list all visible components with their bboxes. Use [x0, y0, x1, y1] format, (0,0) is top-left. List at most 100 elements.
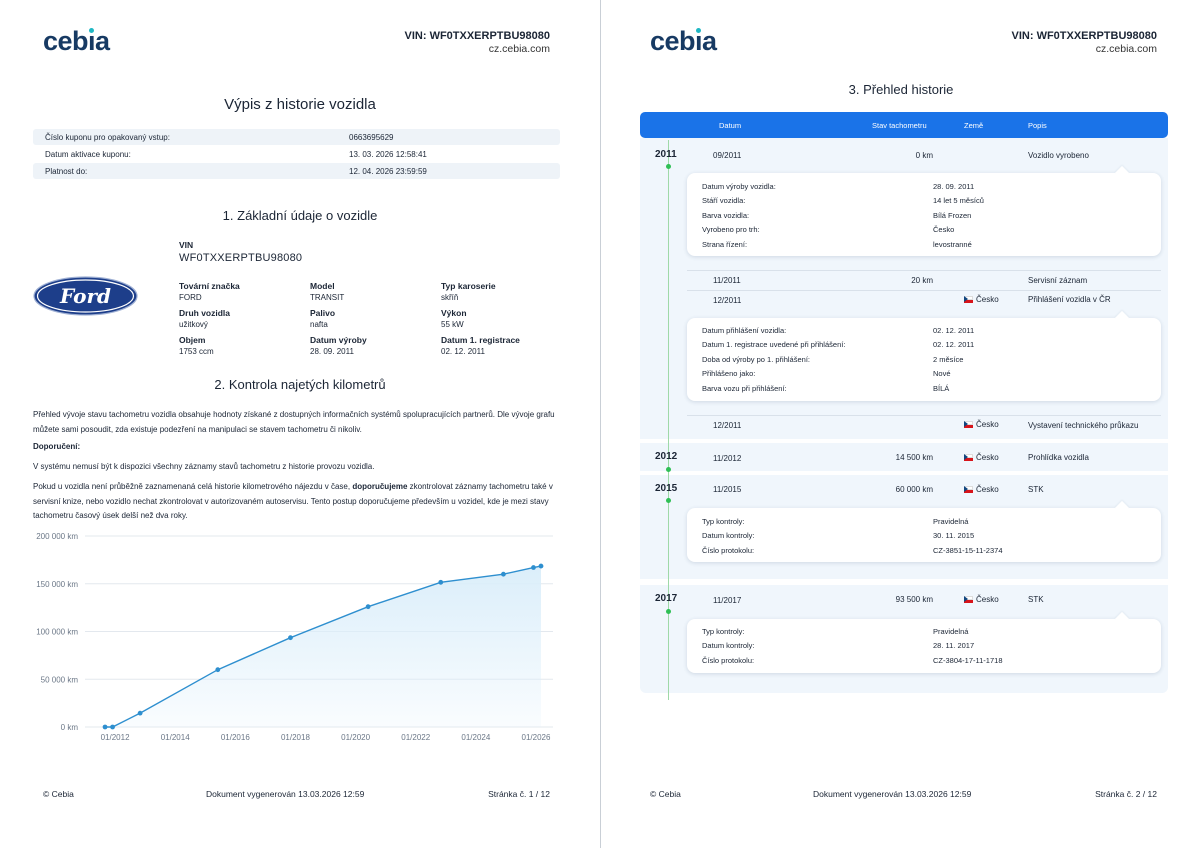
- detail-label: Přihlášeno jako:: [702, 369, 756, 378]
- page-title: Výpis z historie vozidla: [224, 96, 376, 113]
- coupon-row: Platnost do: 12. 04. 2026 23:59:59: [33, 163, 560, 179]
- row-date: 11/2017: [713, 596, 742, 605]
- recommendation-label: Doporučení:: [33, 442, 81, 451]
- row-country: Česko: [976, 485, 999, 494]
- row-odometer: 20 km: [911, 276, 933, 285]
- detail-label: Datum kontroly:: [702, 531, 755, 540]
- year-label: 2015: [655, 483, 678, 494]
- chart-point[interactable]: [531, 565, 536, 570]
- chart-point[interactable]: [288, 635, 293, 641]
- chart-point[interactable]: [538, 563, 544, 569]
- chart-point[interactable]: [365, 604, 371, 610]
- row-country: Česko: [976, 595, 999, 604]
- header-site-link[interactable]: cz.cebia.com: [488, 43, 550, 55]
- chart-point[interactable]: [501, 571, 506, 577]
- row-date: 12/2011: [713, 296, 742, 305]
- report-page-1: cebıa VIN: WF0TXXERPTBU98080 cz.cebia.co…: [0, 0, 600, 848]
- column-odometer: Stav tachometru: [872, 121, 927, 130]
- spec-label: Tovární značka: [179, 281, 240, 291]
- czech-flag-icon: [964, 596, 973, 603]
- year-block-2012: [640, 443, 1168, 471]
- detail-value: 14 let 5 měsíců: [933, 196, 984, 205]
- detail-value: 02. 12. 2011: [933, 340, 975, 349]
- row-country: Česko: [976, 295, 999, 304]
- czech-flag-icon: [964, 421, 973, 428]
- detail-card-production: Datum výroby vozidla: 28. 09. 2011 Stáří…: [687, 173, 1161, 256]
- spec-label: Typ karoserie: [441, 281, 496, 291]
- spec-value: 1753 ccm: [179, 347, 214, 356]
- row-date: 11/2012: [713, 454, 742, 463]
- x-tick-label: 01/2016: [221, 733, 250, 742]
- detail-value: Nové: [933, 369, 951, 378]
- spec-value: 55 kW: [441, 320, 464, 329]
- spec-value: 28. 09. 2011: [310, 347, 354, 356]
- chart-point[interactable]: [215, 667, 221, 673]
- ford-logo-icon: Ford: [33, 276, 138, 316]
- history-table-header: Datum Stav tachometru Země Popis: [640, 112, 1168, 138]
- year-label: 2011: [655, 149, 677, 160]
- section-title-basic-info: 1. Základní údaje o vozidle: [222, 208, 378, 223]
- detail-value: CZ-3804-17-11-1718: [933, 656, 1003, 665]
- header-site-link[interactable]: cz.cebia.com: [1095, 43, 1157, 55]
- detail-label: Strana řízení:: [702, 240, 748, 249]
- odometer-intro-text: Přehled vývoje stavu tachometru vozidla …: [33, 410, 555, 434]
- spec-label: Datum výroby: [310, 335, 367, 345]
- x-tick-label: 01/2012: [101, 733, 130, 742]
- coupon-label: Datum aktivace kuponu:: [45, 150, 131, 159]
- detail-value: CZ-3851-15-11-2374: [933, 546, 1003, 555]
- spec-item: Palivo nafta: [310, 308, 335, 329]
- detail-card-registration: Datum přihlášení vozidla: 02. 12. 2011 D…: [687, 318, 1161, 401]
- spec-label: Datum 1. registrace: [441, 335, 520, 345]
- x-tick-label: 01/2022: [401, 733, 430, 742]
- row-date: 09/2011: [713, 151, 742, 160]
- czech-flag-icon: [964, 486, 973, 493]
- detail-label: Stáří vozidla:: [702, 196, 746, 205]
- spec-item: Tovární značka FORD: [179, 281, 240, 302]
- spec-item: Objem 1753 ccm: [179, 335, 214, 356]
- detail-label: Datum výroby vozidla:: [702, 182, 776, 191]
- y-tick-label: 150 000 km: [36, 580, 78, 589]
- year-label: 2012: [655, 451, 678, 462]
- detail-label: Číslo protokolu:: [702, 546, 755, 555]
- chart-point[interactable]: [438, 579, 444, 585]
- report-page-2: cebıa VIN: WF0TXXERPTBU98080 cz.cebia.co…: [600, 0, 1200, 848]
- row-country: Česko: [976, 420, 999, 429]
- header-vin: VIN: WF0TXXERPTBU98080: [404, 30, 550, 42]
- chart-point[interactable]: [137, 710, 143, 716]
- footer-copyright: © Cebia: [650, 789, 681, 799]
- timeline-dot: [666, 498, 671, 503]
- header-vin: VIN: WF0TXXERPTBU98080: [1011, 30, 1157, 42]
- footer-generated: Dokument vygenerován 13.03.2026 12:59: [206, 789, 365, 799]
- chart-series-line: [105, 565, 542, 728]
- spec-label: Model: [310, 281, 335, 291]
- year-label: 2017: [655, 593, 678, 604]
- cebia-logo: cebıa: [650, 26, 717, 56]
- column-date: Datum: [719, 121, 742, 130]
- czech-flag-icon: [964, 296, 973, 303]
- spec-item: Model TRANSIT: [310, 281, 344, 302]
- spec-item: Výkon 55 kW: [441, 308, 467, 329]
- chart-point[interactable]: [102, 724, 108, 730]
- row-description: Přihlášení vozidla v ČR: [1028, 295, 1111, 304]
- vin-value: WF0TXXERPTBU98080: [179, 252, 303, 264]
- coupon-label: Platnost do:: [45, 167, 88, 176]
- detail-label: Číslo protokolu:: [702, 656, 755, 665]
- row-odometer: 60 000 km: [895, 485, 933, 494]
- spec-item: Datum 1. registrace 02. 12. 2011: [441, 335, 520, 356]
- column-description: Popis: [1028, 121, 1047, 130]
- timeline-dot: [666, 164, 671, 169]
- row-odometer: 0 km: [915, 151, 933, 160]
- detail-label: Barva vozu při přihlášení:: [702, 384, 787, 393]
- row-divider: [687, 270, 1161, 271]
- x-tick-label: 01/2024: [461, 733, 490, 742]
- detail-part-c: zkontrolovat záznamy tachometru také v s…: [33, 482, 553, 520]
- page-header: VIN: WF0TXXERPTBU98080 cz.cebia.com: [405, 30, 550, 55]
- ford-logo-text: Ford: [59, 284, 111, 308]
- detail-label: Datum kontroly:: [702, 641, 755, 650]
- footer-page-number: Stránka č. 2 / 12: [1095, 789, 1157, 799]
- row-description: Prohlídka vozidla: [1028, 453, 1089, 462]
- timeline-line: [668, 140, 669, 700]
- y-tick-label: 200 000 km: [36, 532, 78, 541]
- detail-label: Vyrobeno pro trh:: [702, 225, 760, 234]
- chart-point[interactable]: [110, 724, 115, 730]
